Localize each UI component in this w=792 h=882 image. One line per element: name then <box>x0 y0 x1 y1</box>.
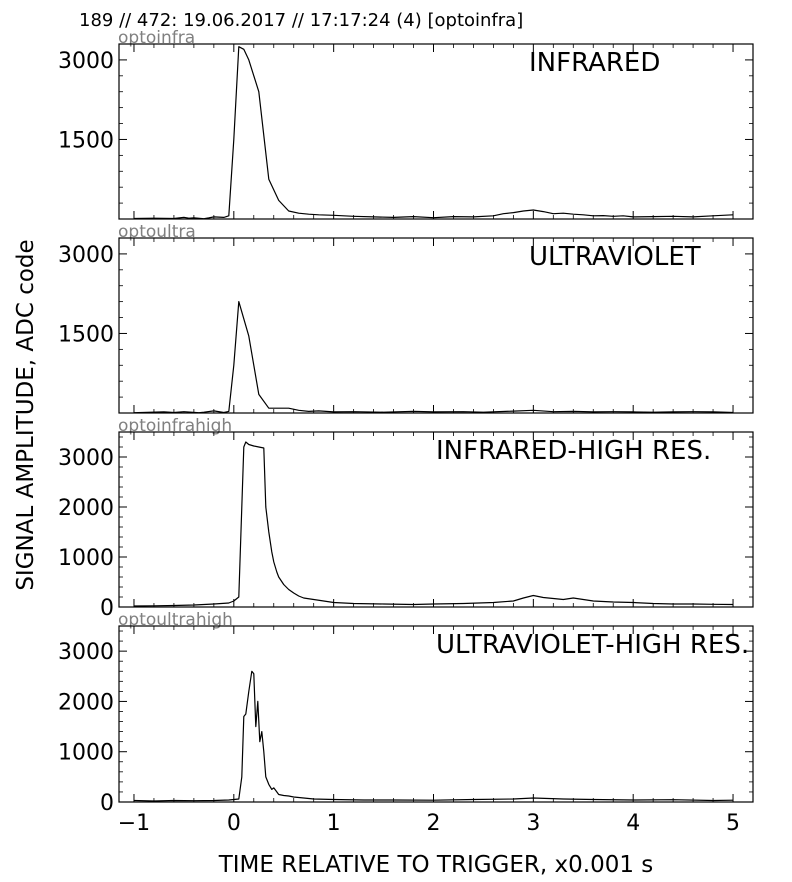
channel-label: optoultra <box>118 222 196 242</box>
plot-frame <box>118 625 754 803</box>
panel-title: INFRARED-HIGH RES. <box>436 436 711 466</box>
channel-label: optoultrahigh <box>118 610 233 630</box>
x-tick-label: 3 <box>526 811 540 836</box>
plot-frame <box>118 43 754 220</box>
panel-title: ULTRAVIOLET <box>529 242 701 272</box>
x-tick-label: −1 <box>118 811 150 836</box>
panel-title: INFRARED <box>529 48 660 78</box>
series-line <box>133 301 734 414</box>
series-line <box>133 46 734 220</box>
channel-label: optoinfrahigh <box>118 416 232 436</box>
y-tick-label: 2000 <box>58 690 114 715</box>
x-tick-label: 4 <box>626 811 640 836</box>
y-tick-label: 3000 <box>58 243 114 268</box>
series-line <box>133 441 734 607</box>
plot-frame <box>118 237 754 414</box>
y-axis-label: SIGNAL AMPLITUDE, ADC code <box>13 239 39 590</box>
y-tick-label: 1000 <box>58 741 114 766</box>
panel-optoinfra: optoinfra 1500 3000 INFRARED <box>58 28 754 220</box>
y-tick-label: 0 <box>100 596 114 621</box>
x-tick-label: 5 <box>726 811 740 836</box>
series-line <box>133 670 734 802</box>
y-tick-label: 3000 <box>58 49 114 74</box>
panel-optoultra: optoultra 1500 3000 ULTRAVIOLET <box>58 222 754 414</box>
chart-header: 189 // 472: 19.06.2017 // 17:17:24 (4) [… <box>79 10 523 31</box>
x-tick-label: 1 <box>327 811 341 836</box>
channel-label: optoinfra <box>118 28 195 48</box>
y-tick-label: 2000 <box>58 496 114 521</box>
x-tick-label: 2 <box>427 811 441 836</box>
x-tick-label: 0 <box>227 811 241 836</box>
y-tick-label: 3000 <box>58 446 114 471</box>
panel-title: ULTRAVIOLET-HIGH RES. <box>436 630 749 660</box>
y-tick-label: 1500 <box>58 322 114 347</box>
panel-optoinfrahigh: optoinfrahigh 0 1000 2000 3000 INFRARED-HIGH … <box>58 416 754 621</box>
y-tick-label: 1000 <box>58 546 114 571</box>
panel-optoultrahigh: optoultrahigh 0 1000 2000 3000 ULTRAVIOLET-HI… <box>58 610 754 836</box>
plot-frame <box>118 431 754 608</box>
x-axis-label: TIME RELATIVE TO TRIGGER, x0.001 s <box>218 852 654 878</box>
y-tick-label: 0 <box>100 791 114 816</box>
y-tick-label: 3000 <box>58 640 114 665</box>
y-tick-label: 1500 <box>58 128 114 153</box>
